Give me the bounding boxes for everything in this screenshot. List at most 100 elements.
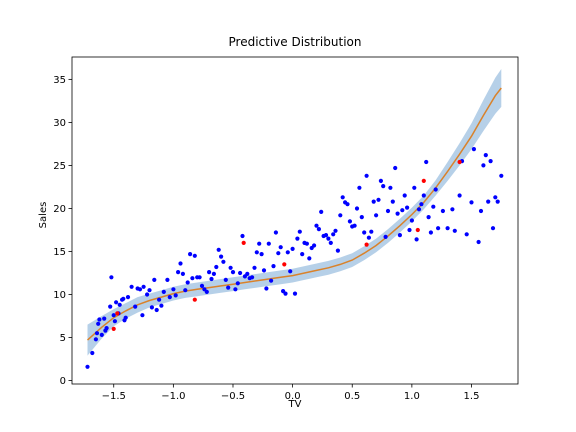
train-point (93, 337, 98, 342)
train-point (295, 236, 300, 241)
test-point (241, 240, 246, 245)
train-point (245, 271, 250, 276)
train-point (426, 215, 431, 220)
train-point (180, 271, 185, 276)
train-point (250, 275, 255, 280)
train-point (183, 288, 188, 293)
uncertainty-band (87, 69, 502, 356)
train-point (141, 284, 146, 289)
train-point (228, 265, 233, 270)
x-tick-label: −0.5 (221, 391, 245, 402)
train-point (233, 287, 238, 292)
train-point (362, 230, 367, 235)
train-point (307, 256, 312, 261)
train-point (331, 232, 336, 237)
x-axis: −1.5 −1.0 −0.5 0.0 0.5 1.0 1.5 (102, 384, 480, 402)
y-tick-label: 35 (53, 75, 66, 86)
test-point (192, 297, 197, 302)
train-point (357, 185, 362, 190)
train-point (457, 193, 462, 198)
y-tick-label: 0 (60, 376, 66, 387)
train-point (488, 159, 493, 164)
y-tick-label: 20 (53, 204, 66, 215)
train-point (452, 228, 457, 233)
train-point (312, 243, 317, 248)
train-point (495, 199, 500, 204)
train-point (483, 153, 488, 158)
train-point (178, 261, 183, 266)
y-tick-label: 15 (53, 247, 66, 258)
x-tick-label: −1.5 (102, 391, 126, 402)
y-tick-label: 10 (53, 290, 66, 301)
train-point (221, 259, 226, 264)
train-point (125, 295, 131, 300)
train-point (190, 276, 195, 281)
train-point (273, 230, 278, 235)
y-axis: 0 5 10 15 20 25 30 35 (53, 75, 72, 387)
train-point (147, 288, 152, 293)
y-tick-label: 30 (53, 118, 66, 129)
train-point (140, 313, 145, 318)
train-point (176, 270, 181, 275)
chart-title: Predictive Distribution (229, 35, 362, 49)
train-point (366, 235, 371, 240)
train-point (371, 199, 376, 204)
train-point (188, 252, 193, 257)
train-point (328, 240, 333, 245)
train-point (385, 208, 391, 214)
axes-frame (71, 56, 519, 385)
train-point (345, 202, 350, 207)
train-point (369, 229, 374, 234)
train-point (96, 321, 101, 326)
train-point (378, 178, 383, 183)
train-point (400, 208, 405, 213)
train-point (123, 315, 128, 320)
test-point (282, 262, 287, 267)
train-point (114, 300, 119, 305)
train-point (185, 280, 190, 285)
train-point (292, 291, 298, 296)
train-point (436, 226, 441, 231)
train-point (450, 207, 455, 212)
x-tick-label: 1.5 (464, 391, 480, 402)
train-point (486, 199, 491, 204)
train-point (278, 245, 283, 250)
train-point (388, 185, 393, 190)
train-point (323, 233, 329, 238)
train-point (94, 331, 100, 336)
train-point (108, 304, 113, 309)
x-tick-label: 0.5 (344, 391, 360, 402)
plot-area (85, 69, 504, 369)
train-point (288, 269, 293, 274)
train-point (407, 227, 412, 233)
train-point (431, 204, 436, 209)
train-point (159, 303, 164, 308)
train-point (230, 270, 236, 275)
train-point (297, 229, 302, 234)
train-points (85, 147, 504, 369)
train-point (214, 264, 219, 270)
train-point (154, 307, 159, 313)
train-point (499, 173, 504, 178)
train-point (129, 284, 134, 289)
train-point (464, 232, 469, 237)
train-point (209, 276, 214, 282)
train-point (264, 286, 269, 291)
train-point (219, 254, 224, 259)
train-point (238, 270, 243, 276)
train-point (261, 268, 267, 273)
train-point (211, 271, 216, 276)
train-point (397, 233, 402, 238)
train-point (359, 215, 364, 220)
train-point (390, 199, 395, 204)
train-point (326, 236, 331, 241)
train-point (117, 302, 122, 307)
train-point (145, 292, 150, 297)
test-points (111, 159, 462, 331)
train-point (121, 296, 126, 301)
train-point (352, 223, 357, 228)
y-tick-label: 5 (60, 333, 66, 344)
train-point (393, 165, 398, 171)
train-point (316, 227, 321, 232)
